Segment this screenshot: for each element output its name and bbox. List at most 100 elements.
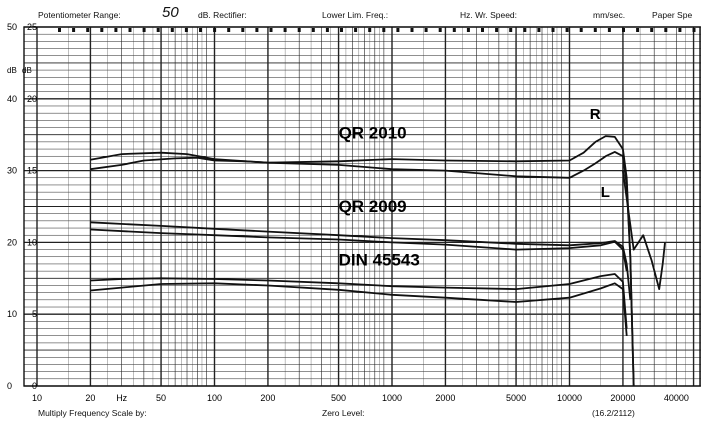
sprocket-mark [72,28,76,32]
sprocket-mark [58,28,61,32]
paper-speed-label: Paper Spe [652,10,693,20]
sprocket-mark [241,28,245,32]
curve-annotation: DIN 45543 [339,250,420,269]
sprocket-mark [551,28,555,32]
potentiometer-range-value: 50 [162,4,179,21]
potentiometer-range-label: Potentiometer Range: [38,10,121,20]
sprocket-mark [142,28,146,32]
sprocket-mark [622,28,625,32]
sprocket-mark [523,28,527,32]
curve-annotation: R [590,106,601,123]
sprocket-mark [354,28,358,32]
chart-labels: 10 20 Hz 50 100 200 500 1000 2000 5000 10000 20000 4… [7,22,689,403]
x-tick-label: 5000 [506,393,526,403]
y-tick-label-right: 0 [32,381,37,391]
y-tick-label-left: 30 [7,166,17,176]
y-tick-label-right: 25 [27,22,37,32]
lower-limit-frequency-label: Lower Lim. Freq.: [322,10,389,20]
curve-annotation: L [601,184,610,201]
sprocket-mark [297,28,301,32]
trace-qr-2009-lower [90,228,628,272]
x-tick-label: Hz [116,393,127,403]
sprocket-mark [692,28,696,32]
sprocket-mark [495,28,499,32]
sprocket-mark [86,28,90,32]
sprocket-mark [114,28,118,32]
sprocket-mark [579,28,583,32]
x-tick-label: 40000 [664,393,689,403]
y-tick-label-right: 10 [27,237,37,247]
sprocket-mark [156,28,160,32]
x-tick-label: 2000 [435,393,455,403]
sprocket-mark [340,28,343,32]
y-tick-label-right: 15 [27,166,37,176]
sprocket-mark [283,28,287,32]
writing-speed-label: Hz. Wr. Speed: [460,10,518,20]
x-tick-label: 200 [260,393,275,403]
y-tick-label-left: 10 [7,309,17,319]
sprocket-mark [382,28,386,32]
multiply-frequency-scale-label: Multiply Frequency Scale by: [38,408,147,418]
sprocket-mark [664,28,668,32]
sprocket-mark [184,28,188,32]
y-tick-label-right: 20 [27,94,37,104]
chart-frame [23,26,701,387]
sprocket-mark [424,28,428,32]
sprocket-mark [481,28,484,32]
sprocket-mark [396,28,400,32]
chart-traces [90,135,666,387]
x-tick-label: 10000 [557,393,582,403]
curve-annotation: QR 2010 [339,123,407,142]
y-tick-label-left: 40 [7,94,17,104]
curve-annotation: QR 2009 [339,197,407,216]
sprocket-mark [410,28,414,32]
y-tick-label-right: 5 [32,309,37,319]
trace-din-45543-lower [90,282,628,336]
x-tick-label: 500 [331,393,346,403]
x-tick-label: 100 [207,393,222,403]
y-tick-label-left: 0 [7,381,12,391]
sprocket-mark [636,28,640,32]
trace-qr-2009-upper [90,221,632,300]
sprocket-mark [199,28,202,32]
x-tick-label: 50 [156,393,166,403]
sprocket-mark [100,28,104,32]
sprocket-mark [565,28,569,32]
x-tick-label: 20000 [610,393,635,403]
sprocket-mark [311,28,315,32]
sprocket-mark [537,28,541,32]
y-tick-label-left: 50 [7,22,17,32]
x-tick-label: 1000 [382,393,402,403]
chart-grid [23,26,701,387]
writing-speed-unit: mm/sec. [593,10,626,20]
form-code: (16.2/2112) [592,408,635,418]
y-unit-label: dB [7,66,17,75]
sprocket-mark [438,28,442,32]
sprocket-mark [227,28,231,32]
x-tick-label: 10 [32,393,42,403]
x-tick-label: 20 [85,393,95,403]
sprocket-mark [213,28,217,32]
sprocket-mark [269,28,273,32]
sprocket-mark [678,28,682,32]
sprocket-mark [466,28,470,32]
zero-level-label: Zero Level: [322,408,365,418]
sprocket-mark [368,28,372,32]
sprocket-mark [170,28,174,32]
y-unit-label: dB [22,66,32,75]
rectifier-label: dB. Rectifier: [198,10,247,20]
sprocket-mark [593,28,597,32]
sprocket-mark [650,28,654,32]
trace-din-45543-upper [90,273,628,329]
sprocket-mark [325,28,329,32]
sprocket-mark [607,28,611,32]
sprocket-mark [509,28,513,32]
sprocket-mark [128,28,132,32]
trace-high-frequency-trace [622,170,666,290]
trace-r [90,135,635,387]
trace-l [90,151,635,387]
y-tick-label-left: 20 [7,237,17,247]
sprocket-mark [452,28,456,32]
sprocket-mark [255,28,259,32]
